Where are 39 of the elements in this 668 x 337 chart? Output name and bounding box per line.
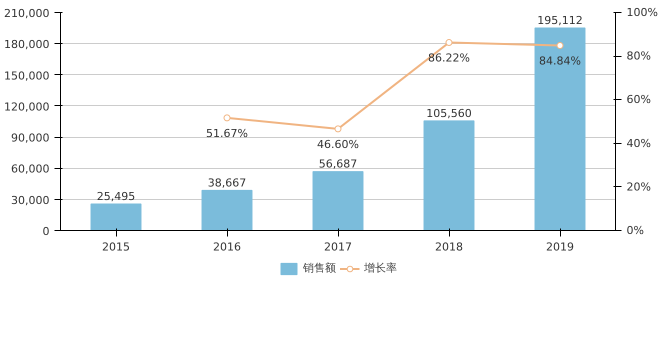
y2-tick-label: 60% xyxy=(626,93,651,106)
x-tick-label: 2018 xyxy=(435,240,464,254)
y-tick-label: 120,000 xyxy=(4,100,50,114)
data-label: 38,667 xyxy=(208,176,246,190)
y2-tick-label: 0% xyxy=(626,224,644,237)
data-label: 84.84% xyxy=(539,54,581,68)
y2-tick-label: 40% xyxy=(626,136,651,150)
x-tick-label: 2019 xyxy=(546,240,574,254)
legend-label: 增长率 xyxy=(364,260,397,276)
bar xyxy=(90,204,142,230)
data-label: 86.22% xyxy=(428,52,470,65)
y-tick-label: 180,000 xyxy=(4,38,50,52)
bar xyxy=(424,120,474,230)
data-label: 105,560 xyxy=(426,106,472,120)
x-tick-label: 2015 xyxy=(102,240,130,254)
y2-tick-label: 20% xyxy=(626,180,651,194)
data-label: 56,687 xyxy=(318,158,358,171)
bar xyxy=(534,27,586,230)
y-tick-label: 30,000 xyxy=(11,194,50,207)
bar xyxy=(202,190,252,230)
data-label: 25,495 xyxy=(96,190,136,204)
x-tick-label: 2017 xyxy=(324,240,352,254)
data-label: 51.67% xyxy=(206,126,248,140)
point xyxy=(446,39,452,46)
point xyxy=(224,114,230,122)
x-tick-label: 2016 xyxy=(213,240,242,254)
y-tick-label: 90,000 xyxy=(11,132,50,145)
y-tick-label: 0 xyxy=(42,225,50,238)
bar xyxy=(312,171,364,230)
data-label: 46.60% xyxy=(317,138,359,151)
y2-tick-label: 100% xyxy=(626,6,658,19)
point xyxy=(556,42,564,50)
y-tick-label: 210,000 xyxy=(4,7,50,20)
y-tick-label: 60,000 xyxy=(11,162,50,176)
legend-label: 销售额 xyxy=(303,260,336,276)
y2-tick-label: 80% xyxy=(626,50,651,63)
data-label: 195,112 xyxy=(537,14,583,27)
point xyxy=(334,125,342,132)
y-tick-label: 150,000 xyxy=(4,69,50,82)
